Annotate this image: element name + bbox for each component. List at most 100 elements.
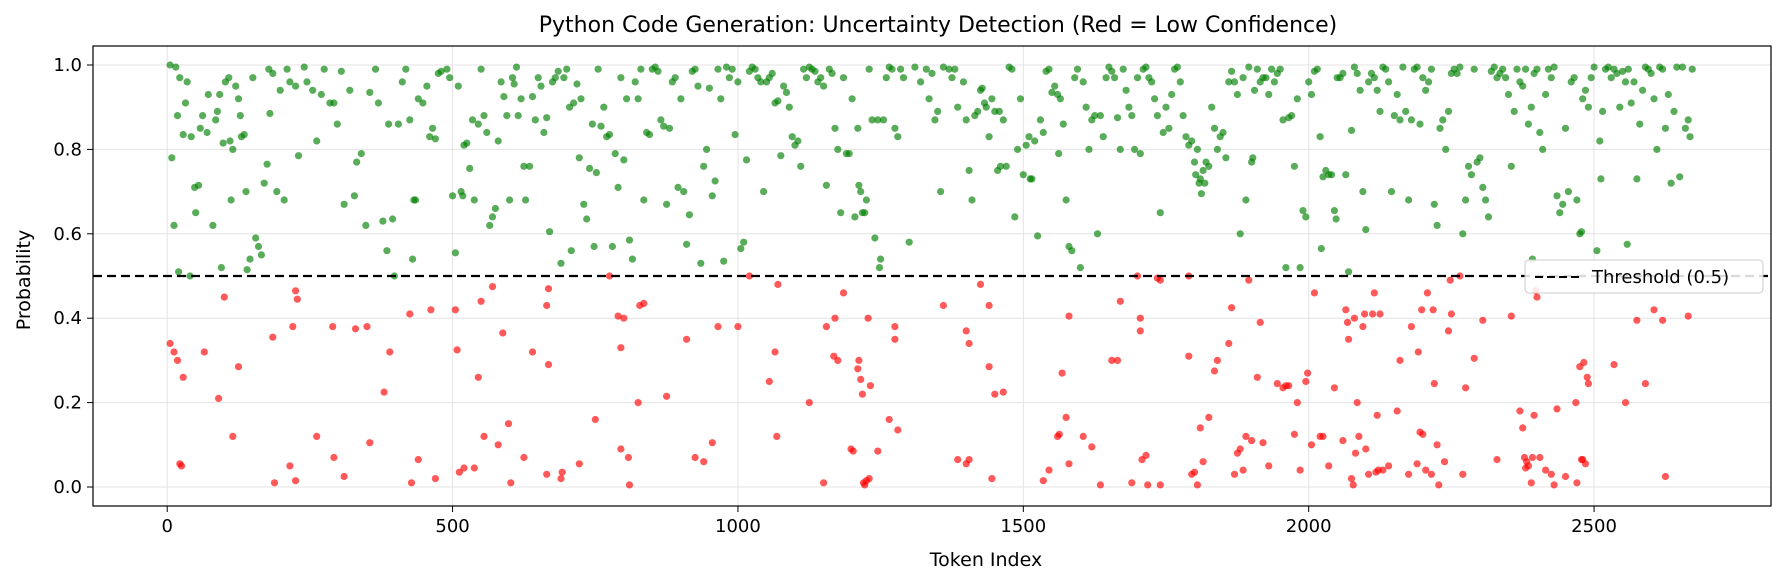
high-confidence-point [563, 65, 571, 73]
high-confidence-point [575, 154, 583, 162]
high-confidence-point [181, 99, 190, 107]
low-confidence-point [330, 453, 338, 462]
low-confidence-point [474, 373, 482, 381]
high-confidence-point [503, 112, 511, 120]
high-confidence-point [1250, 86, 1259, 94]
low-confidence-point [839, 289, 848, 297]
low-confidence-point [1493, 456, 1501, 464]
high-confidence-point [811, 67, 819, 75]
high-confidence-point [1002, 162, 1010, 170]
high-confidence-point [573, 80, 581, 88]
high-confidence-point [1199, 166, 1207, 175]
high-confidence-point [928, 69, 936, 77]
legend: Threshold (0.5) [1524, 259, 1764, 294]
high-confidence-point [362, 221, 370, 229]
low-confidence-point [1370, 289, 1378, 297]
high-confidence-point [931, 116, 939, 124]
high-confidence-point [546, 228, 554, 236]
low-confidence-point [1433, 441, 1441, 449]
high-confidence-point [1091, 112, 1099, 120]
high-confidence-point [300, 63, 308, 71]
high-confidence-point [660, 122, 668, 130]
low-confidence-point [1462, 384, 1470, 392]
low-confidence-point [962, 327, 970, 335]
high-confidence-point [608, 242, 617, 251]
high-confidence-point [414, 95, 422, 103]
high-confidence-point [654, 67, 662, 75]
low-confidence-point [591, 415, 599, 424]
y-tick-label: 0.0 [53, 477, 82, 498]
low-confidence-point [1196, 424, 1204, 432]
high-confidence-point [394, 120, 402, 128]
high-confidence-point [711, 177, 719, 185]
high-confidence-point [551, 74, 559, 82]
low-confidence-point [1427, 470, 1435, 478]
high-confidence-point [286, 78, 294, 86]
high-confidence-point [834, 145, 842, 153]
high-confidence-point [988, 95, 996, 103]
x-axis-label: Token Index [929, 549, 1042, 571]
high-confidence-point [1413, 63, 1421, 71]
high-confidence-point [466, 164, 474, 172]
high-confidence-point [168, 154, 176, 162]
low-confidence-point [544, 361, 553, 369]
low-confidence-point [1542, 466, 1550, 474]
high-confidence-point [1623, 240, 1631, 248]
x-tick-label: 2500 [1571, 516, 1617, 537]
high-confidence-point [385, 120, 393, 128]
low-confidence-point [1242, 432, 1250, 440]
high-confidence-point [243, 266, 251, 274]
high-confidence-point [1056, 95, 1064, 103]
high-confidence-point [246, 255, 254, 263]
low-confidence-point [1361, 310, 1369, 318]
high-confidence-point [176, 74, 184, 82]
high-confidence-point [451, 249, 459, 257]
low-confidence-point [427, 306, 435, 314]
high-confidence-point [945, 65, 953, 73]
high-confidence-point [520, 162, 528, 170]
low-confidence-point [822, 323, 831, 331]
high-confidence-point [254, 242, 263, 251]
low-confidence-point [866, 382, 875, 390]
low-confidence-point [1210, 367, 1219, 375]
high-confidence-point [346, 86, 354, 94]
low-confidence-point [620, 314, 628, 322]
high-confidence-point [1619, 67, 1627, 75]
high-confidence-point [985, 133, 993, 141]
low-confidence-point [1045, 466, 1053, 474]
low-confidence-point [864, 314, 872, 322]
high-confidence-point [537, 82, 545, 90]
high-confidence-point [1071, 74, 1079, 82]
low-confidence-point [1330, 384, 1338, 392]
high-confidence-point [1210, 124, 1219, 132]
high-confidence-point [999, 116, 1007, 124]
high-confidence-point [996, 162, 1005, 170]
low-confidence-point [1573, 479, 1581, 487]
low-confidence-point [1245, 276, 1253, 284]
high-confidence-point [1405, 196, 1413, 204]
low-confidence-point [1342, 306, 1350, 314]
high-confidence-point [1279, 116, 1287, 124]
high-confidence-point [459, 192, 467, 200]
high-confidence-point [183, 78, 191, 86]
x-tick-label: 1500 [1000, 516, 1046, 537]
high-confidence-point [252, 234, 260, 242]
high-confidence-point [1464, 162, 1473, 170]
low-confidence-point [891, 335, 899, 343]
high-confidence-point [1159, 128, 1167, 137]
high-confidence-point [1522, 65, 1530, 73]
low-confidence-point [1325, 462, 1333, 470]
high-confidence-point [276, 86, 284, 94]
high-confidence-point [374, 99, 382, 107]
high-confidence-point [406, 116, 414, 124]
high-confidence-point [423, 82, 431, 90]
low-confidence-point [965, 339, 973, 348]
low-confidence-point [617, 344, 625, 352]
high-confidence-point [240, 131, 248, 139]
low-confidence-point [215, 394, 223, 402]
high-confidence-point [411, 196, 420, 204]
plot-frame [92, 45, 1772, 507]
high-confidence-point [1621, 78, 1630, 86]
